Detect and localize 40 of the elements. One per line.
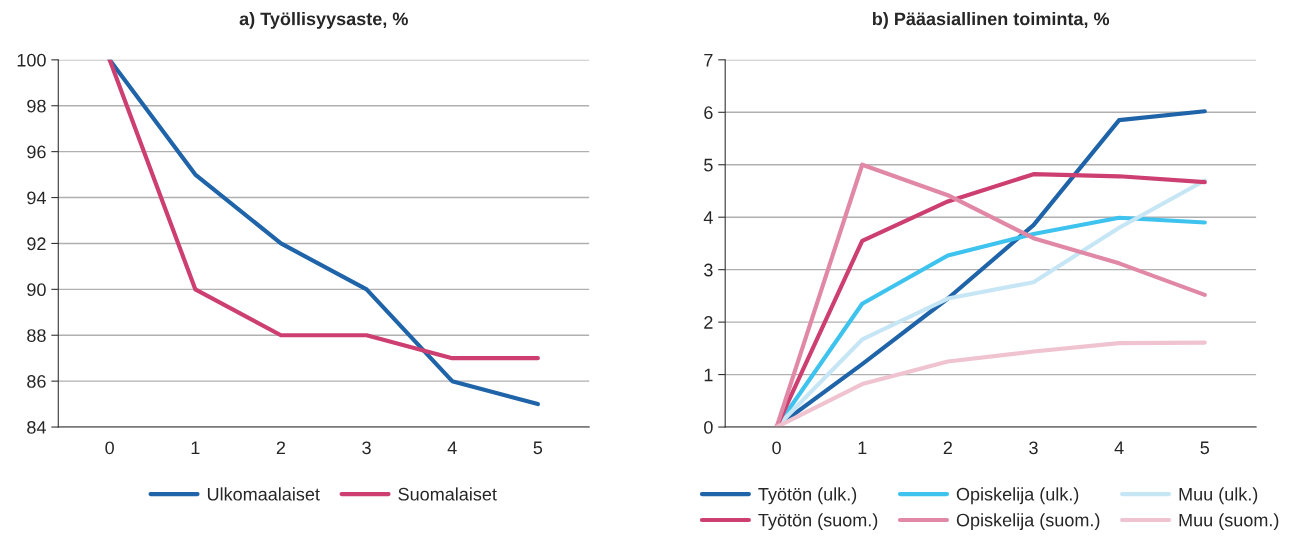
y-tick-label: 0 <box>704 420 713 434</box>
x-tick-label: 5 <box>1200 441 1210 455</box>
y-tick-label: 6 <box>704 106 713 120</box>
legend-label: Opiskelija (suom.) <box>956 513 1100 531</box>
x-tick-label: 3 <box>1029 441 1038 455</box>
y-tick-label: 4 <box>703 211 713 224</box>
legend-label: Muu (ulk.) <box>1179 487 1258 505</box>
y-tick-label: 88 <box>27 329 46 342</box>
line-series <box>774 340 1207 428</box>
y-tick-label: 3 <box>704 263 713 277</box>
y-tick-label: 92 <box>27 237 46 251</box>
x-tick-label: 4 <box>447 441 457 455</box>
y-tick-label: 94 <box>27 191 46 205</box>
x-tick-label: 1 <box>858 441 867 455</box>
y-tick-label: 2 <box>704 316 713 329</box>
x-tick-label: 5 <box>533 441 543 455</box>
y-tick-label: 1 <box>704 368 713 382</box>
x-tick-label: 1 <box>191 441 200 455</box>
y-tick-label: 96 <box>27 145 46 159</box>
legend-label: Suomalaiset <box>398 487 497 501</box>
x-tick-label: 2 <box>276 441 286 455</box>
x-tick-label: 0 <box>105 441 114 455</box>
x-tick-label: 4 <box>1114 441 1124 455</box>
x-tick-label: 2 <box>943 441 952 455</box>
legend-label: Työtön (ulk.) <box>758 487 857 505</box>
y-tick-label: 98 <box>27 99 46 113</box>
y-tick-label: 90 <box>27 283 46 297</box>
chart-title: a) Työllisyysaste, % <box>239 12 408 29</box>
y-tick-label: 100 <box>17 53 46 67</box>
legend-label: Muu (suom.) <box>1179 513 1279 531</box>
legend-label: Ulkomaalaiset <box>207 487 320 501</box>
y-tick-label: 7 <box>704 53 713 67</box>
chart-title: b) Pääasiallinen toiminta, % <box>872 12 1110 29</box>
y-tick-label: 86 <box>27 375 46 388</box>
y-tick-label: 5 <box>704 158 713 172</box>
y-tick-label: 84 <box>27 420 46 434</box>
x-tick-label: 3 <box>362 441 371 455</box>
legend-label: Opiskelija (ulk.) <box>956 487 1079 505</box>
x-tick-label: 0 <box>772 441 781 455</box>
legend-label: Työtön (suom.) <box>758 513 878 531</box>
